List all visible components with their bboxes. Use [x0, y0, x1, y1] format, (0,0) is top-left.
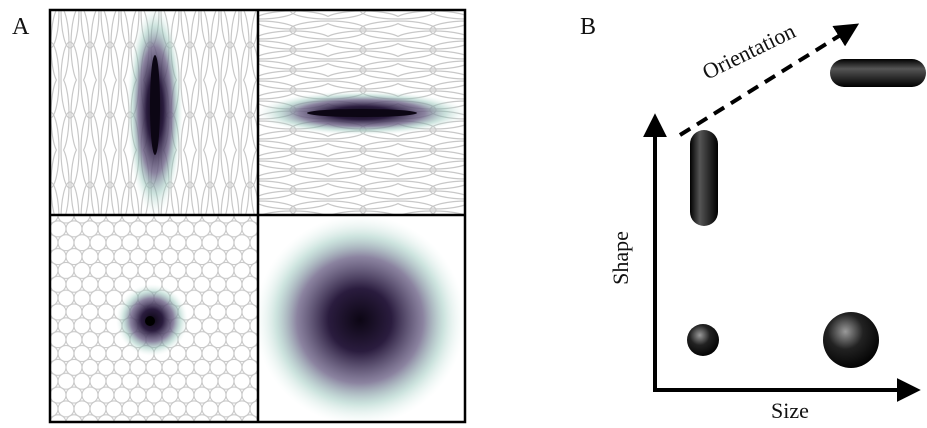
quadrant: [258, 215, 465, 422]
x-axis-label: Size: [771, 398, 809, 423]
quadrant: [258, 10, 465, 215]
quadrant: [50, 215, 258, 422]
vertical-pill: [690, 130, 718, 226]
small-sphere: [687, 324, 719, 356]
panel-label: B: [580, 14, 596, 40]
horizontal-pill: [830, 59, 926, 87]
panel-label: A: [12, 14, 30, 40]
y-axis-label: Shape: [608, 231, 633, 285]
orientation-arrow: [678, 23, 860, 137]
quadrant: [50, 10, 258, 215]
orientation-label: Orientation: [698, 18, 799, 84]
large-sphere: [823, 312, 879, 368]
grid-frame: [48, 8, 467, 424]
